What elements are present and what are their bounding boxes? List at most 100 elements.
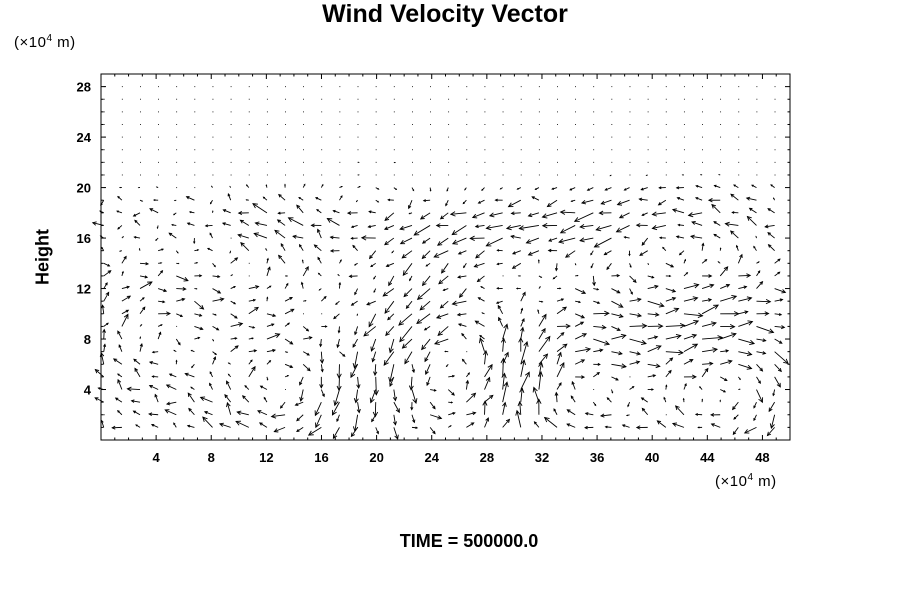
- y-tick-label: 8: [84, 332, 91, 347]
- wind-vector: [525, 237, 540, 244]
- wind-vector: [767, 244, 775, 252]
- wind-vector: [641, 212, 648, 216]
- wind-vector: [538, 275, 543, 278]
- wind-vector: [391, 250, 395, 254]
- wind-vector: [575, 347, 592, 353]
- wind-vector: [445, 200, 449, 207]
- wind-vector: [419, 212, 431, 220]
- wind-vector: [284, 322, 291, 327]
- wind-vector: [510, 211, 521, 216]
- wind-vector: [425, 262, 431, 267]
- wind-vector: [600, 199, 612, 205]
- wind-vector: [629, 338, 647, 346]
- wind-vector: [451, 300, 467, 306]
- wind-vector: [444, 350, 449, 353]
- wind-vector: [498, 316, 504, 327]
- wind-vector: [388, 364, 395, 383]
- wind-vector: [593, 371, 601, 378]
- wind-vector: [769, 414, 776, 430]
- wind-vector: [433, 338, 449, 345]
- wind-vector: [558, 237, 576, 244]
- wind-vector: [436, 237, 449, 246]
- wind-vector: [764, 224, 775, 229]
- wind-vector: [566, 423, 576, 428]
- wind-vector: [527, 250, 540, 256]
- wind-vector: [481, 312, 485, 315]
- wind-vector: [354, 326, 359, 336]
- wind-vector: [611, 376, 619, 381]
- wind-vector: [593, 237, 612, 248]
- wind-vector: [375, 427, 379, 435]
- wind-vector: [638, 197, 648, 202]
- wind-vector: [316, 209, 322, 214]
- wind-vector: [537, 259, 540, 264]
- wind-vector: [719, 266, 729, 277]
- wind-vector: [266, 359, 272, 365]
- wind-vector: [404, 351, 413, 365]
- wind-vector: [774, 313, 783, 316]
- wind-vector: [126, 386, 141, 392]
- wind-vector: [502, 381, 509, 403]
- wind-vector: [244, 385, 250, 390]
- wind-vector: [552, 275, 558, 280]
- wind-vector: [157, 331, 162, 340]
- wind-vector: [584, 412, 594, 416]
- wind-vector: [505, 224, 521, 231]
- wind-vector: [368, 210, 376, 214]
- wind-vector: [517, 275, 521, 277]
- wind-vector: [627, 401, 630, 408]
- wind-vector: [370, 338, 377, 352]
- wind-vector: [446, 187, 449, 192]
- wind-vector: [647, 312, 660, 317]
- wind-vector: [575, 375, 586, 379]
- wind-vector: [366, 300, 376, 306]
- wind-vector: [494, 198, 503, 202]
- wind-vector: [227, 362, 231, 365]
- wind-vector: [756, 261, 760, 264]
- wind-vector: [731, 211, 739, 214]
- wind-vector: [230, 257, 239, 264]
- wind-vector: [221, 222, 231, 226]
- wind-vector: [319, 376, 324, 389]
- wind-vector: [175, 338, 181, 346]
- wind-vector: [252, 203, 268, 214]
- wind-vector: [384, 212, 395, 222]
- wind-vector: [629, 275, 637, 283]
- wind-vector: [176, 275, 189, 282]
- wind-vector: [647, 263, 650, 266]
- wind-vector: [554, 391, 559, 403]
- wind-vector: [611, 363, 627, 369]
- wind-vector: [592, 401, 597, 407]
- wind-vector: [320, 364, 324, 373]
- wind-vector: [756, 298, 772, 305]
- wind-vector: [618, 212, 630, 219]
- wind-vector: [94, 368, 105, 378]
- wind-vector: [710, 412, 721, 417]
- wind-vector: [774, 271, 781, 277]
- wind-vector: [410, 402, 414, 411]
- wind-vector: [326, 218, 340, 226]
- wind-vector: [665, 349, 684, 356]
- wind-vector: [237, 211, 249, 216]
- wind-vector: [151, 350, 159, 354]
- wind-vector: [393, 401, 400, 414]
- wind-vector: [299, 389, 304, 402]
- wind-vector: [218, 422, 231, 428]
- wind-vector: [329, 249, 340, 253]
- wind-vector: [461, 332, 467, 340]
- wind-vector: [300, 281, 304, 289]
- wind-vector: [720, 332, 737, 340]
- wind-vector: [475, 250, 485, 259]
- wind-vector: [717, 261, 721, 264]
- wind-vector: [592, 275, 596, 287]
- wind-vector: [651, 211, 666, 217]
- wind-vector: [748, 207, 757, 214]
- wind-vector: [496, 249, 503, 252]
- wind-vector: [647, 323, 664, 329]
- x-tick-label: 20: [369, 450, 383, 465]
- wind-vector: [571, 380, 576, 390]
- wind-vector: [235, 420, 250, 428]
- wind-vector: [701, 242, 705, 251]
- wind-vector: [456, 312, 467, 317]
- wind-vector: [593, 338, 611, 346]
